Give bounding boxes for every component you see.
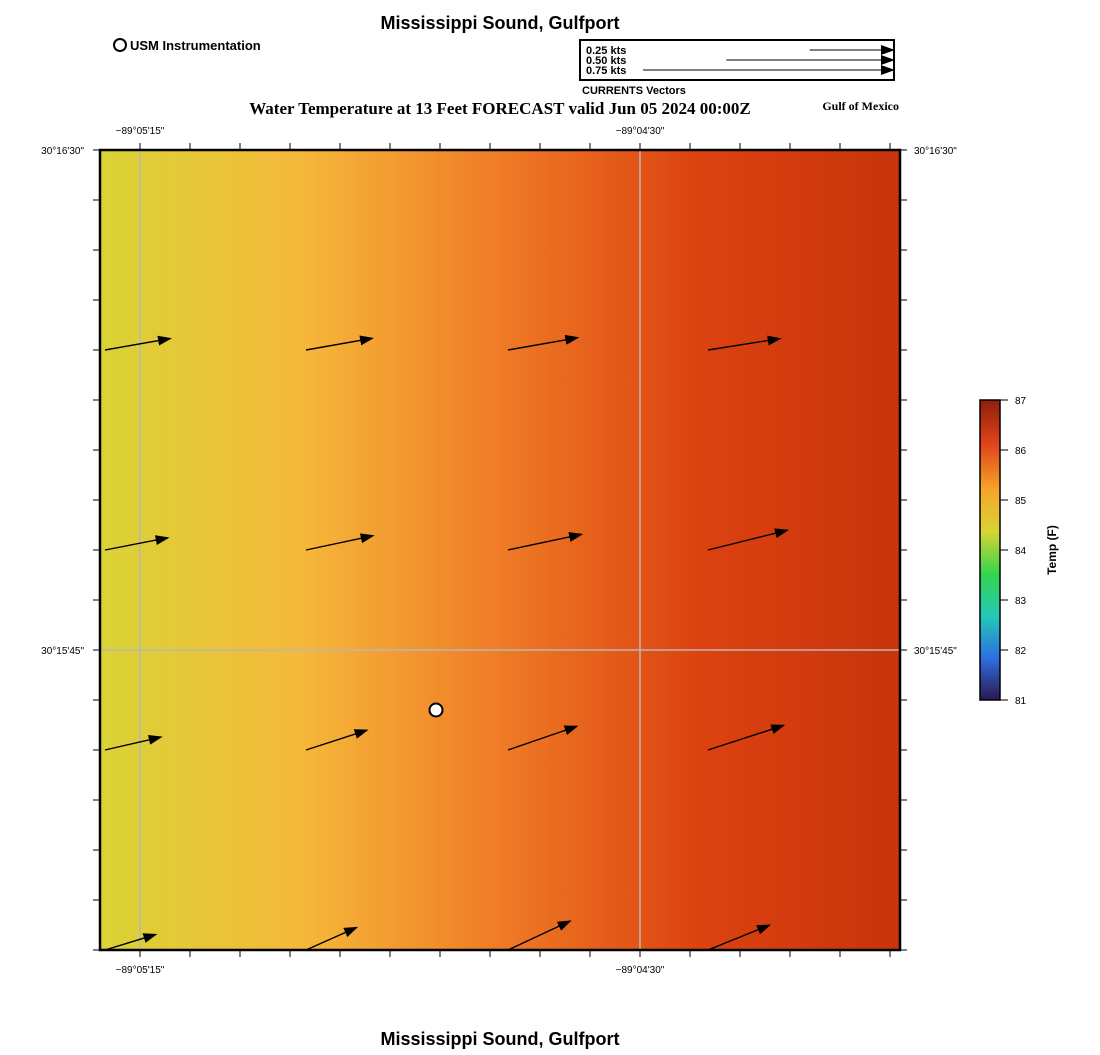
vector-scale-label-2: 0.50 kts xyxy=(586,55,626,67)
current-vector-3 xyxy=(507,334,580,351)
lon-label-bottom-2: −89°04'30" xyxy=(616,965,665,976)
current-vector-12 xyxy=(707,724,786,751)
grid-lines xyxy=(100,150,900,950)
axis-labels: −89°05'15" −89°05'15" −89°04'30" −89°04'30"… xyxy=(41,126,957,976)
current-vector-14 xyxy=(305,926,359,951)
station-legend: USM Instrumentation xyxy=(113,38,261,53)
forecast-subtitle: Water Temperature at 13 Feet FORECAST va… xyxy=(249,99,751,118)
map-title: Mississippi Sound, Gulfport xyxy=(380,13,619,33)
current-vector-9 xyxy=(104,734,163,751)
colorbar-tick-label-7: 81 xyxy=(1015,696,1027,707)
current-vector-13 xyxy=(104,933,158,951)
vector-scale-label-3: 0.75 kts xyxy=(586,65,626,77)
lon-label-bottom-1: −89°05'15" xyxy=(116,965,165,976)
region-label: Gulf of Mexico xyxy=(822,99,899,113)
current-vector-5 xyxy=(104,535,170,551)
lat-label-right-2: 30°15'45" xyxy=(914,646,957,657)
colorbar-ticks: 87 86 85 84 83 82 81 xyxy=(1000,396,1027,707)
colorbar-label: Temp (F) xyxy=(1045,525,1059,575)
colorbar-tick-label-5: 83 xyxy=(1015,596,1027,607)
current-vector-2 xyxy=(305,335,375,351)
current-vector-15 xyxy=(507,920,572,951)
current-vector-6 xyxy=(305,533,375,551)
current-vector-10 xyxy=(305,729,369,751)
lat-label-left-2: 30°15'45" xyxy=(41,646,84,657)
vector-legend-title: CURRENTS Vectors xyxy=(582,85,686,97)
colorbar-tick-label-6: 82 xyxy=(1015,646,1027,657)
frame-ticks xyxy=(93,143,907,957)
map-footer-title: Mississippi Sound, Gulfport xyxy=(380,1029,619,1049)
lat-label-left-1: 30°16'30" xyxy=(41,146,84,157)
station-marker-icon xyxy=(113,38,127,52)
current-vector-8 xyxy=(707,528,789,551)
current-vector-16 xyxy=(707,924,772,951)
vector-scale-label-1: 0.25 kts xyxy=(586,45,626,57)
current-vectors xyxy=(104,334,789,951)
current-vector-11 xyxy=(507,725,579,751)
station-legend-label: USM Instrumentation xyxy=(130,38,261,53)
colorbar-tick-label-4: 84 xyxy=(1015,546,1027,557)
station-marker xyxy=(428,702,444,718)
current-vector-7 xyxy=(507,532,584,551)
temperature-field xyxy=(100,150,900,950)
colorbar-tick-label-2: 86 xyxy=(1015,446,1027,457)
lon-label-top-1: −89°05'15" xyxy=(116,126,165,137)
lon-label-top-2: −89°04'30" xyxy=(616,126,665,137)
colorbar-tick-label-1: 87 xyxy=(1015,396,1027,407)
map-area: −89°05'15" −89°05'15" −89°04'30" −89°04'30"… xyxy=(41,126,957,976)
current-vector-1 xyxy=(104,335,172,351)
temperature-colorbar: 87 86 85 84 83 82 81 Temp (F) xyxy=(979,396,1059,707)
colorbar-tick-label-3: 85 xyxy=(1015,496,1027,507)
current-vector-4 xyxy=(707,335,782,351)
header-layer: Mississippi Sound, Gulfport Water Temper… xyxy=(249,13,899,1049)
colorbar-fill xyxy=(979,399,1001,701)
lat-label-right-1: 30°16'30" xyxy=(914,146,957,157)
